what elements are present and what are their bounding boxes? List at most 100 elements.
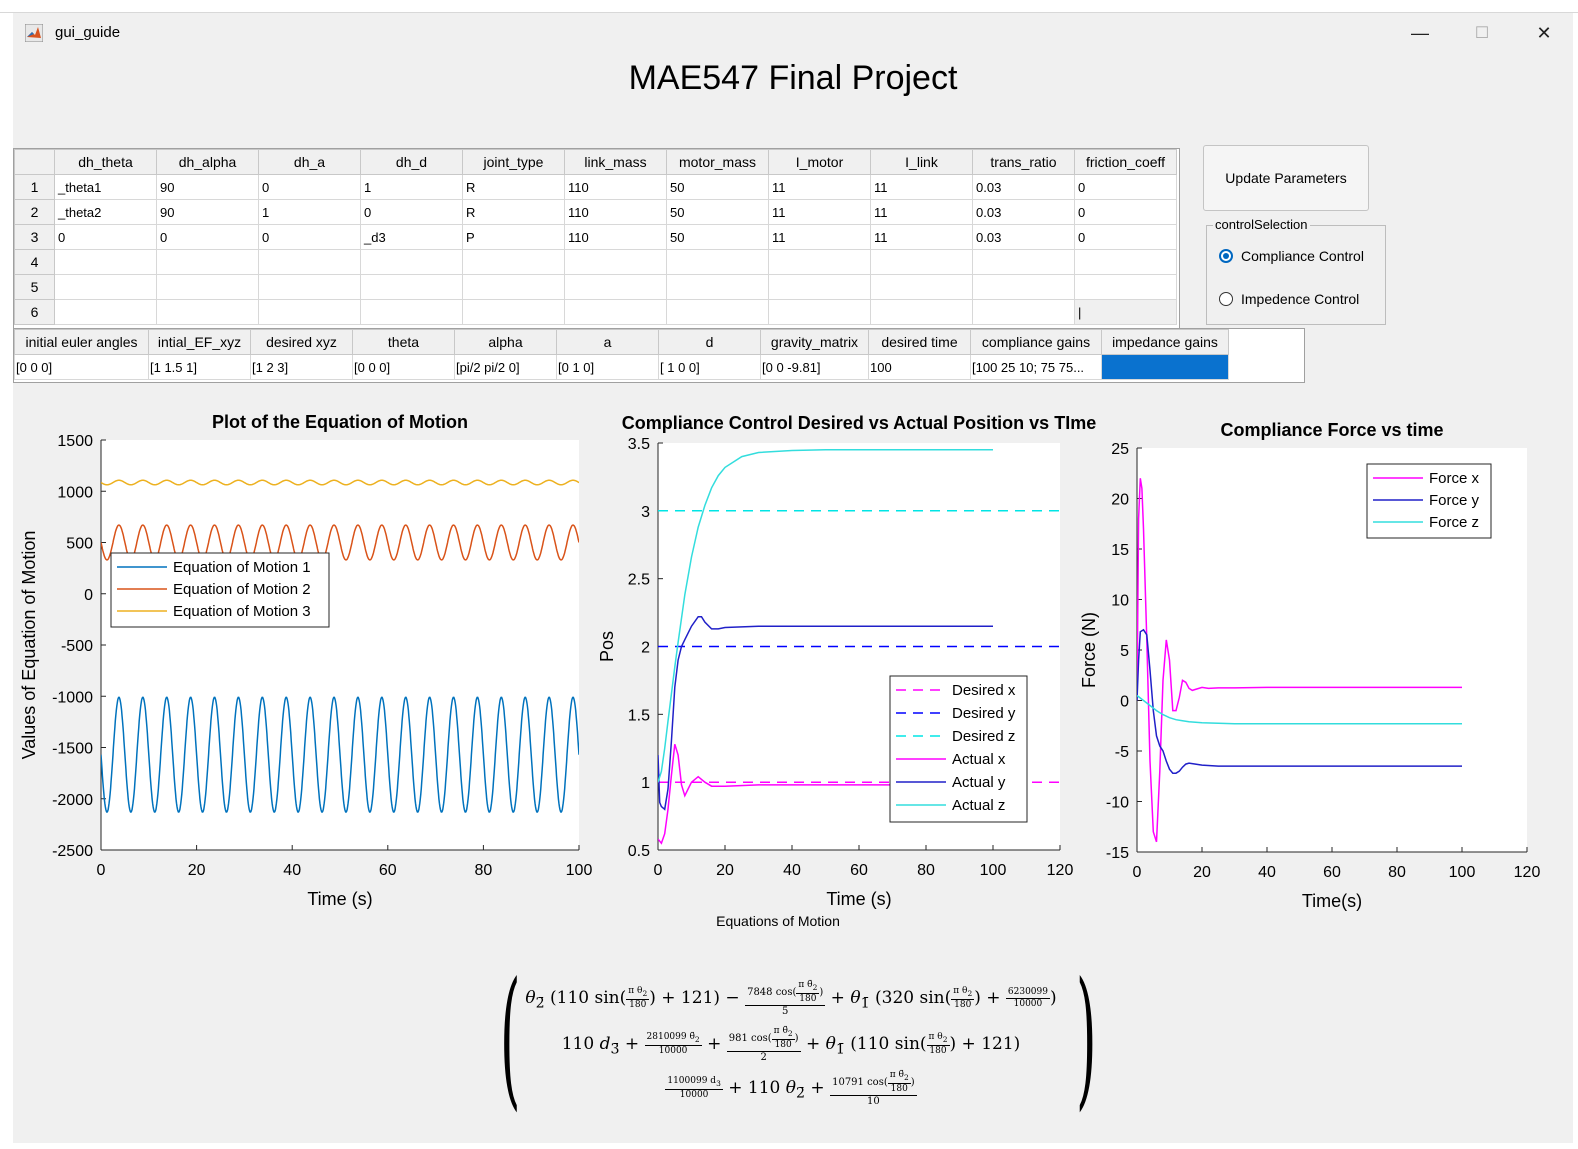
table-cell[interactable]: 50	[666, 224, 769, 250]
control-parameter-table[interactable]: initial euler angles intial_EF_xyz desired…	[13, 328, 1305, 383]
x-tick-label: 80	[917, 862, 935, 879]
series-line-3	[1137, 694, 1462, 725]
table-cell[interactable]: 100	[868, 354, 971, 380]
x-axis-label: Time (s)	[307, 889, 372, 909]
compliance-control-radio[interactable]: Compliance Control	[1219, 248, 1364, 264]
table-cell[interactable]: 0	[360, 199, 463, 225]
column-header[interactable]: impedance gains	[1101, 329, 1229, 355]
table-cell[interactable]: [1 1.5 1]	[148, 354, 251, 380]
close-button[interactable]: ✕	[1536, 22, 1552, 43]
dh-parameter-table[interactable]: dh_theta dh_alpha dh_a dh_d joint_type link_m…	[13, 148, 1180, 338]
table-cell[interactable]: 11	[768, 199, 871, 225]
row-number: 4	[14, 249, 55, 275]
table-cell[interactable]	[54, 249, 157, 275]
table-cell[interactable]	[54, 274, 157, 300]
table-cell[interactable]: 50	[666, 174, 769, 200]
table-cell[interactable]	[156, 299, 259, 325]
y-tick-label: -1500	[52, 741, 93, 758]
table-cell[interactable]	[462, 299, 565, 325]
table-cell[interactable]	[666, 274, 769, 300]
table-cell[interactable]	[1074, 274, 1177, 300]
series-group	[658, 449, 1060, 845]
table-cell[interactable]: _d3	[360, 224, 463, 250]
table-cell[interactable]: 0	[258, 174, 361, 200]
table-cell[interactable]	[360, 274, 463, 300]
table-cell[interactable]: [0 0 0]	[352, 354, 455, 380]
x-tick-label: 100	[980, 862, 1007, 879]
table-cell[interactable]: 0	[258, 224, 361, 250]
column-header[interactable]: joint_type	[462, 149, 565, 175]
series-line-1	[101, 696, 579, 813]
table-cell[interactable]: [ 1 0 0]	[658, 354, 761, 380]
update-parameters-button[interactable]: Update Parameters	[1203, 145, 1369, 211]
table-cell[interactable]: 1	[258, 199, 361, 225]
table-cell[interactable]: 11	[870, 199, 973, 225]
table-cell[interactable]	[768, 274, 871, 300]
column-header[interactable]: a	[556, 329, 659, 355]
table-cell[interactable]: |	[1074, 299, 1177, 325]
impedence-control-radio[interactable]: Impedence Control	[1219, 291, 1359, 307]
column-header[interactable]: desired time	[868, 329, 971, 355]
column-header[interactable]: I_link	[870, 149, 973, 175]
table-cell[interactable]	[360, 249, 463, 275]
table-cell[interactable]	[564, 299, 667, 325]
column-header[interactable]: d	[658, 329, 761, 355]
table-cell[interactable]	[258, 299, 361, 325]
table-cell[interactable]: 110	[564, 174, 667, 200]
table-cell[interactable]	[768, 299, 871, 325]
table-cell[interactable]: 0.03	[972, 174, 1075, 200]
y-tick-label: 0.5	[628, 843, 650, 860]
table-cell[interactable]: 0	[156, 224, 259, 250]
table-cell[interactable]: [pi/2 pi/2 0]	[454, 354, 557, 380]
table-cell[interactable]: [0 0 0]	[14, 354, 149, 380]
table-cell[interactable]: 110	[564, 224, 667, 250]
table-cell[interactable]	[870, 299, 973, 325]
table-cell[interactable]: R	[462, 174, 565, 200]
table-cell[interactable]	[870, 274, 973, 300]
table-cell[interactable]	[972, 274, 1075, 300]
table-cell[interactable]: 11	[870, 224, 973, 250]
table-cell[interactable]: 1	[360, 174, 463, 200]
table-cell[interactable]	[54, 299, 157, 325]
maximize-button[interactable]: ☐	[1474, 25, 1490, 42]
table-cell[interactable]: [0 0 -9.81]	[760, 354, 869, 380]
y-tick-label: 1500	[57, 433, 93, 450]
column-header[interactable]: dh_a	[258, 149, 361, 175]
table-cell[interactable]	[666, 249, 769, 275]
table-cell[interactable]	[972, 299, 1075, 325]
table-cell[interactable]: [100 25 10; 75 75...	[970, 354, 1102, 380]
table-cell[interactable]: _theta2	[54, 199, 157, 225]
column-header[interactable]: desired xyz	[250, 329, 353, 355]
column-header[interactable]: alpha	[454, 329, 557, 355]
table-cell[interactable]	[156, 249, 259, 275]
table-cell[interactable]: 0.03	[972, 199, 1075, 225]
column-header[interactable]: friction_coeff	[1074, 149, 1177, 175]
table-cell[interactable]	[666, 299, 769, 325]
x-tick-label: 20	[188, 862, 206, 879]
table-cell[interactable]	[768, 249, 871, 275]
column-header[interactable]: gravity_matrix	[760, 329, 869, 355]
column-header[interactable]: trans_ratio	[972, 149, 1075, 175]
table-cell[interactable]: 0	[54, 224, 157, 250]
table-cell[interactable]: 90	[156, 174, 259, 200]
table-cell[interactable]: 11	[870, 174, 973, 200]
column-header[interactable]: dh_theta	[54, 149, 157, 175]
table-cell[interactable]	[1074, 249, 1177, 275]
selected-table-cell[interactable]	[1101, 354, 1229, 380]
table-cell[interactable]: 90	[156, 199, 259, 225]
table-cell[interactable]: [1 2 3]	[250, 354, 353, 380]
table-cell[interactable]	[462, 274, 565, 300]
table-cell[interactable]	[360, 299, 463, 325]
x-tick-label: 0	[1133, 864, 1142, 881]
minimize-button[interactable]: —	[1411, 22, 1429, 43]
column-header[interactable]: intial_EF_xyz	[148, 329, 251, 355]
table-cell[interactable]: P	[462, 224, 565, 250]
table-cell[interactable]: 0	[1074, 199, 1177, 225]
table-cell[interactable]: [0 1 0]	[556, 354, 659, 380]
table-cell[interactable]	[156, 274, 259, 300]
column-header[interactable]: compliance gains	[970, 329, 1102, 355]
column-header[interactable]: dh_d	[360, 149, 463, 175]
x-tick-label: 20	[716, 862, 734, 879]
column-header[interactable]: motor_mass	[666, 149, 769, 175]
table-cell[interactable]: 0	[1074, 224, 1177, 250]
